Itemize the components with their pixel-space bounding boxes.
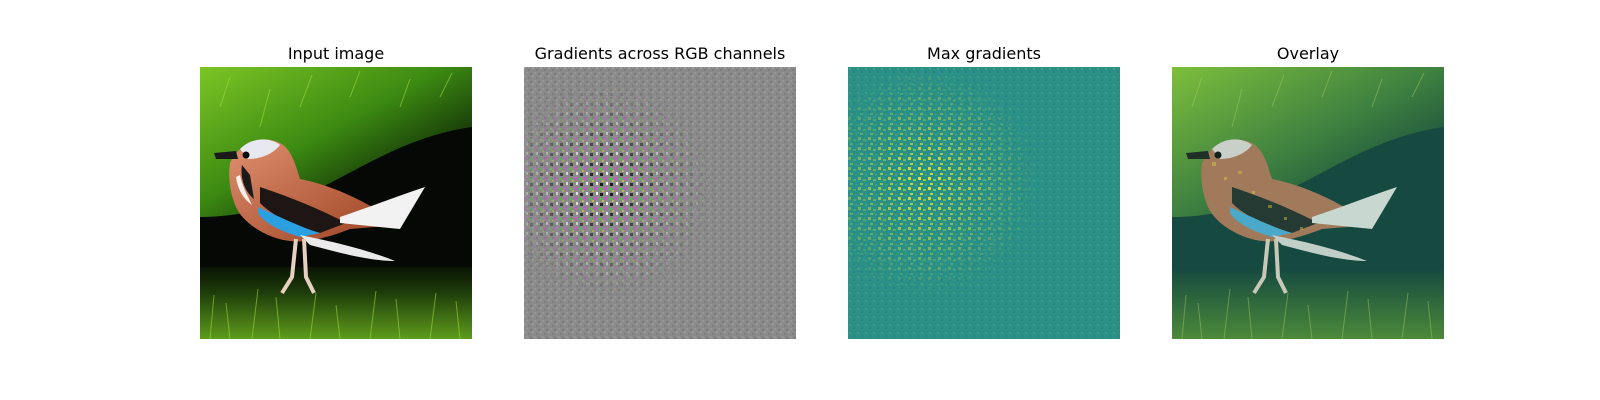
- panel-title: Input image: [287, 44, 385, 63]
- panel-title: Overlay: [1276, 44, 1340, 63]
- panel-max-gradients: Max gradients: [848, 40, 1120, 342]
- input-image: [200, 67, 472, 339]
- panel-title: Max gradients: [927, 44, 1041, 63]
- panel-title: Gradients across RGB channels: [534, 44, 786, 63]
- rgb-gradients-image: [524, 67, 796, 339]
- panel-rgb-gradients: Gradients across RGB channels: [524, 40, 796, 342]
- max-gradients-image: [848, 67, 1120, 339]
- overlay-image: [1172, 67, 1444, 339]
- panel-overlay: Overlay: [1172, 40, 1444, 342]
- panel-input-image: Input image: [200, 40, 472, 342]
